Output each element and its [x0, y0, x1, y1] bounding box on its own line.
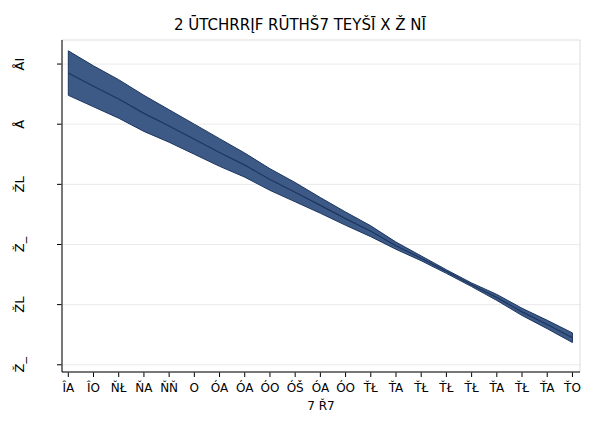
- x-tick-label: O: [190, 381, 199, 395]
- x-tick-label: ŤO: [563, 380, 581, 395]
- x-tick-label: ÓO: [261, 380, 280, 395]
- grid-line: [62, 244, 580, 245]
- x-tick: [194, 372, 195, 377]
- title: 2 ŪTCHRRĮF RŪTHŠ7 TEYŠĪ X Ž NĪ: [174, 15, 426, 34]
- x-tick-label: ŤŁ: [514, 380, 529, 395]
- x-tick: [370, 372, 371, 377]
- x-tick-label: ŤA: [388, 380, 404, 395]
- x-tick-label: ŤŁ: [438, 380, 453, 395]
- x-tick: [446, 372, 447, 377]
- x-tick-label: ŇA: [135, 380, 153, 395]
- x-tick: [269, 372, 270, 377]
- y-tick-label: Ž_: [12, 357, 27, 373]
- x-tick: [547, 372, 548, 377]
- chart: Ž_ ŽL Ž_ ŽL Å ÅI ÎA ÎO ŇŁ ŇA ŇŇ O ÓA ÓA ÓO ÓŠ ÓA ÓO ŤŁ ŤA ŤŁ…: [0, 0, 600, 427]
- x-tick: [496, 372, 497, 377]
- x-tick-label: ÓŠ: [287, 380, 304, 395]
- x-tick: [169, 372, 170, 377]
- x-tick: [345, 372, 346, 377]
- y-tick-label: Å: [12, 120, 27, 129]
- x-tick-label: ÎA: [61, 380, 75, 395]
- x-tick-label: ŤŁ: [464, 380, 479, 395]
- x-tick: [244, 372, 245, 377]
- y-tick: [57, 304, 62, 305]
- y-tick: [57, 244, 62, 245]
- plot-frame: [62, 40, 580, 372]
- y-tick: [57, 364, 62, 365]
- x-tick-label: ÓA: [312, 380, 330, 395]
- fit-line: [68, 73, 572, 338]
- confidence-band: [68, 51, 572, 343]
- x-tick: [522, 372, 523, 377]
- x-tick: [68, 372, 69, 377]
- y-tick: [57, 64, 62, 65]
- grid-line: [62, 304, 580, 305]
- y-axis: [62, 40, 63, 372]
- x-tick: [572, 372, 573, 377]
- x-tick-label: ŤA: [539, 380, 555, 395]
- x-tick-label: ŤŁ: [413, 380, 428, 395]
- x-tick: [320, 372, 321, 377]
- plot-data: [68, 51, 572, 343]
- grid-line: [62, 64, 580, 65]
- y-tick-label: Ž_: [12, 236, 27, 252]
- x-tick-label: ÓA: [236, 380, 254, 395]
- x-tick: [143, 372, 144, 377]
- x-axis: [62, 372, 580, 373]
- y-tick-label: ŽL: [12, 176, 27, 193]
- grid-line: [62, 184, 580, 185]
- x-tick-label: ÓA: [211, 380, 229, 395]
- x-tick-label: ŤA: [489, 380, 505, 395]
- x-tick-label: ŤŁ: [363, 380, 378, 395]
- x-tick-label: ŇŁ: [111, 380, 127, 395]
- y-tick: [57, 124, 62, 125]
- background: [0, 0, 600, 427]
- x-tick: [395, 372, 396, 377]
- grid-line: [62, 364, 580, 365]
- x-tick: [295, 372, 296, 377]
- y-tick-label: ÅI: [12, 58, 27, 71]
- x-axis-title: 7 Ř7: [307, 398, 334, 413]
- x-tick-label: ÎO: [86, 380, 100, 395]
- x-tick: [118, 372, 119, 377]
- y-tick-label: ŽL: [12, 296, 27, 313]
- x-tick: [219, 372, 220, 377]
- x-tick-label: ŇŇ: [160, 380, 178, 395]
- x-tick: [93, 372, 94, 377]
- x-tick-label: ÓO: [336, 380, 355, 395]
- x-tick: [471, 372, 472, 377]
- x-tick: [421, 372, 422, 377]
- y-tick: [57, 184, 62, 185]
